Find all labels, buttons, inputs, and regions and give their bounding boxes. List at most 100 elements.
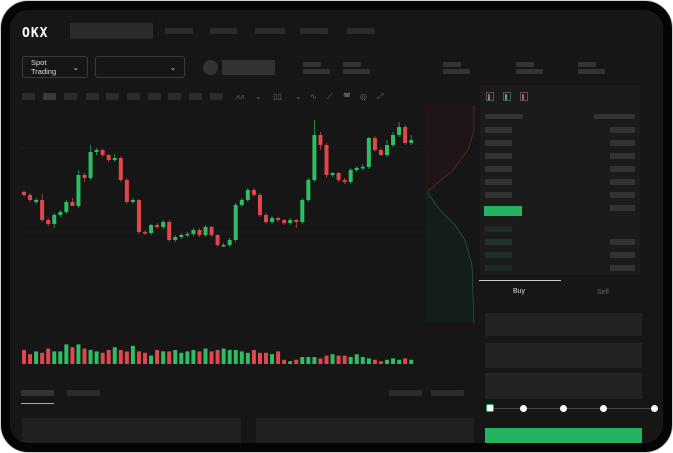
candle-body <box>173 237 178 240</box>
volume-bar <box>409 359 414 364</box>
volume-bar <box>257 352 262 364</box>
candle-body <box>397 127 402 135</box>
candle-body <box>251 190 256 195</box>
trading-screen: OKX Spot Trading ⌄ ⌄ ⩘⩘ ⌄ ▯▯ ⌄ ∿ ⟋ ◚ ◎ ⤢ … <box>10 10 663 443</box>
candle-body <box>88 152 93 178</box>
camera-icon[interactable]: ◚ <box>343 92 351 101</box>
stat-label <box>578 62 596 67</box>
volume-bar <box>34 351 39 364</box>
candle-body <box>161 222 166 227</box>
candle-body <box>34 200 39 202</box>
pair-dropdown[interactable]: ⌄ <box>95 56 185 78</box>
candle-body <box>318 135 323 145</box>
volume-bar <box>312 357 317 364</box>
pair-price <box>222 60 275 75</box>
fullscreen-icon[interactable]: ⤢ <box>377 92 384 101</box>
search-bar[interactable] <box>70 23 153 39</box>
bid-price <box>485 252 512 258</box>
candle-body <box>179 235 184 237</box>
volume-bar <box>100 352 105 364</box>
ask-amount <box>610 127 635 133</box>
volume-bar <box>191 350 196 364</box>
okx-logo: OKX <box>22 26 49 41</box>
candle-body <box>342 180 347 182</box>
volume-bar <box>227 350 232 364</box>
bid-price <box>485 239 512 245</box>
amount-input[interactable] <box>485 343 642 368</box>
line-tool-icon[interactable]: ∿ <box>310 92 317 101</box>
depth-bids-area <box>425 192 474 323</box>
tab-underline <box>21 403 54 404</box>
chevron-down-icon[interactable]: ⌄ <box>295 92 302 101</box>
volume-bar <box>167 351 172 364</box>
candle-body <box>46 220 51 224</box>
last-price <box>484 206 522 216</box>
volume-bar <box>378 361 383 364</box>
volume-bar <box>136 351 141 364</box>
nav-item[interactable] <box>347 28 375 34</box>
chevron-down-icon[interactable]: ⌄ <box>255 92 262 101</box>
timeframe-button[interactable] <box>189 93 202 100</box>
timeframe-button[interactable] <box>148 93 161 100</box>
timeframe-button[interactable] <box>64 93 77 100</box>
orderbook-asks-icon[interactable] <box>520 92 528 101</box>
candlestick-chart[interactable] <box>10 10 480 370</box>
settings-icon[interactable]: ◎ <box>360 92 367 101</box>
volume-bar <box>76 344 81 364</box>
indicator-icon[interactable]: ⩘⩘ <box>235 92 245 101</box>
timeframe-button[interactable] <box>22 93 35 100</box>
ask-amount <box>610 166 635 172</box>
ask-price <box>485 140 512 146</box>
ask-amount <box>610 153 635 159</box>
nav-item[interactable] <box>165 28 193 34</box>
slider-step-75[interactable] <box>600 405 607 412</box>
chevron-down-icon: ⌄ <box>72 62 79 72</box>
volume-bar <box>124 351 129 364</box>
tab-sell[interactable]: Sell <box>597 289 609 296</box>
volume-bar <box>118 350 123 364</box>
timeframe-button[interactable] <box>127 93 140 100</box>
timeframe-button[interactable] <box>43 93 56 100</box>
ruler-icon[interactable]: ⟋ <box>327 92 333 101</box>
orderbook-bids-icon[interactable] <box>503 92 511 101</box>
nav-item[interactable] <box>210 28 237 34</box>
candle-body <box>403 127 408 143</box>
volume-bar <box>28 354 33 364</box>
timeframe-button[interactable] <box>210 93 223 100</box>
price-input[interactable] <box>485 313 642 336</box>
amount-slider-handle[interactable] <box>486 404 494 412</box>
volume-bar <box>179 352 184 364</box>
slider-step-50[interactable] <box>560 405 567 412</box>
tab-open-orders[interactable] <box>21 390 54 396</box>
orderbook-both-icon[interactable] <box>486 92 494 101</box>
candle-body <box>233 205 238 240</box>
candle-body <box>360 167 365 169</box>
timeframe-button[interactable] <box>106 93 119 100</box>
nav-item[interactable] <box>255 28 285 34</box>
volume-bar <box>330 354 335 364</box>
candle-body <box>227 240 232 245</box>
candle-body <box>294 220 299 222</box>
timeframe-button[interactable] <box>168 93 181 100</box>
buy-button[interactable] <box>485 428 642 443</box>
timeframe-button[interactable] <box>86 93 99 100</box>
market-type-dropdown[interactable]: Spot Trading ⌄ <box>22 56 88 78</box>
filter-button[interactable] <box>431 390 464 396</box>
slider-step-100[interactable] <box>651 405 658 412</box>
total-input[interactable] <box>485 373 642 399</box>
volume-bar <box>112 347 117 364</box>
slider-step-25[interactable] <box>520 405 527 412</box>
chart-type-icon[interactable]: ▯▯ <box>273 92 282 101</box>
candle-body <box>221 245 226 247</box>
nav-item[interactable] <box>300 28 328 34</box>
ask-amount <box>610 179 635 185</box>
stat-value <box>443 69 470 74</box>
filter-button[interactable] <box>389 390 422 396</box>
candle-body <box>306 180 311 200</box>
stat-label <box>303 62 321 67</box>
volume-bar <box>354 354 359 364</box>
volume-bar <box>391 358 396 364</box>
tab-buy[interactable]: Buy <box>513 288 526 295</box>
tab-order-history[interactable] <box>67 390 100 396</box>
amount-slider-track[interactable] <box>488 408 656 409</box>
